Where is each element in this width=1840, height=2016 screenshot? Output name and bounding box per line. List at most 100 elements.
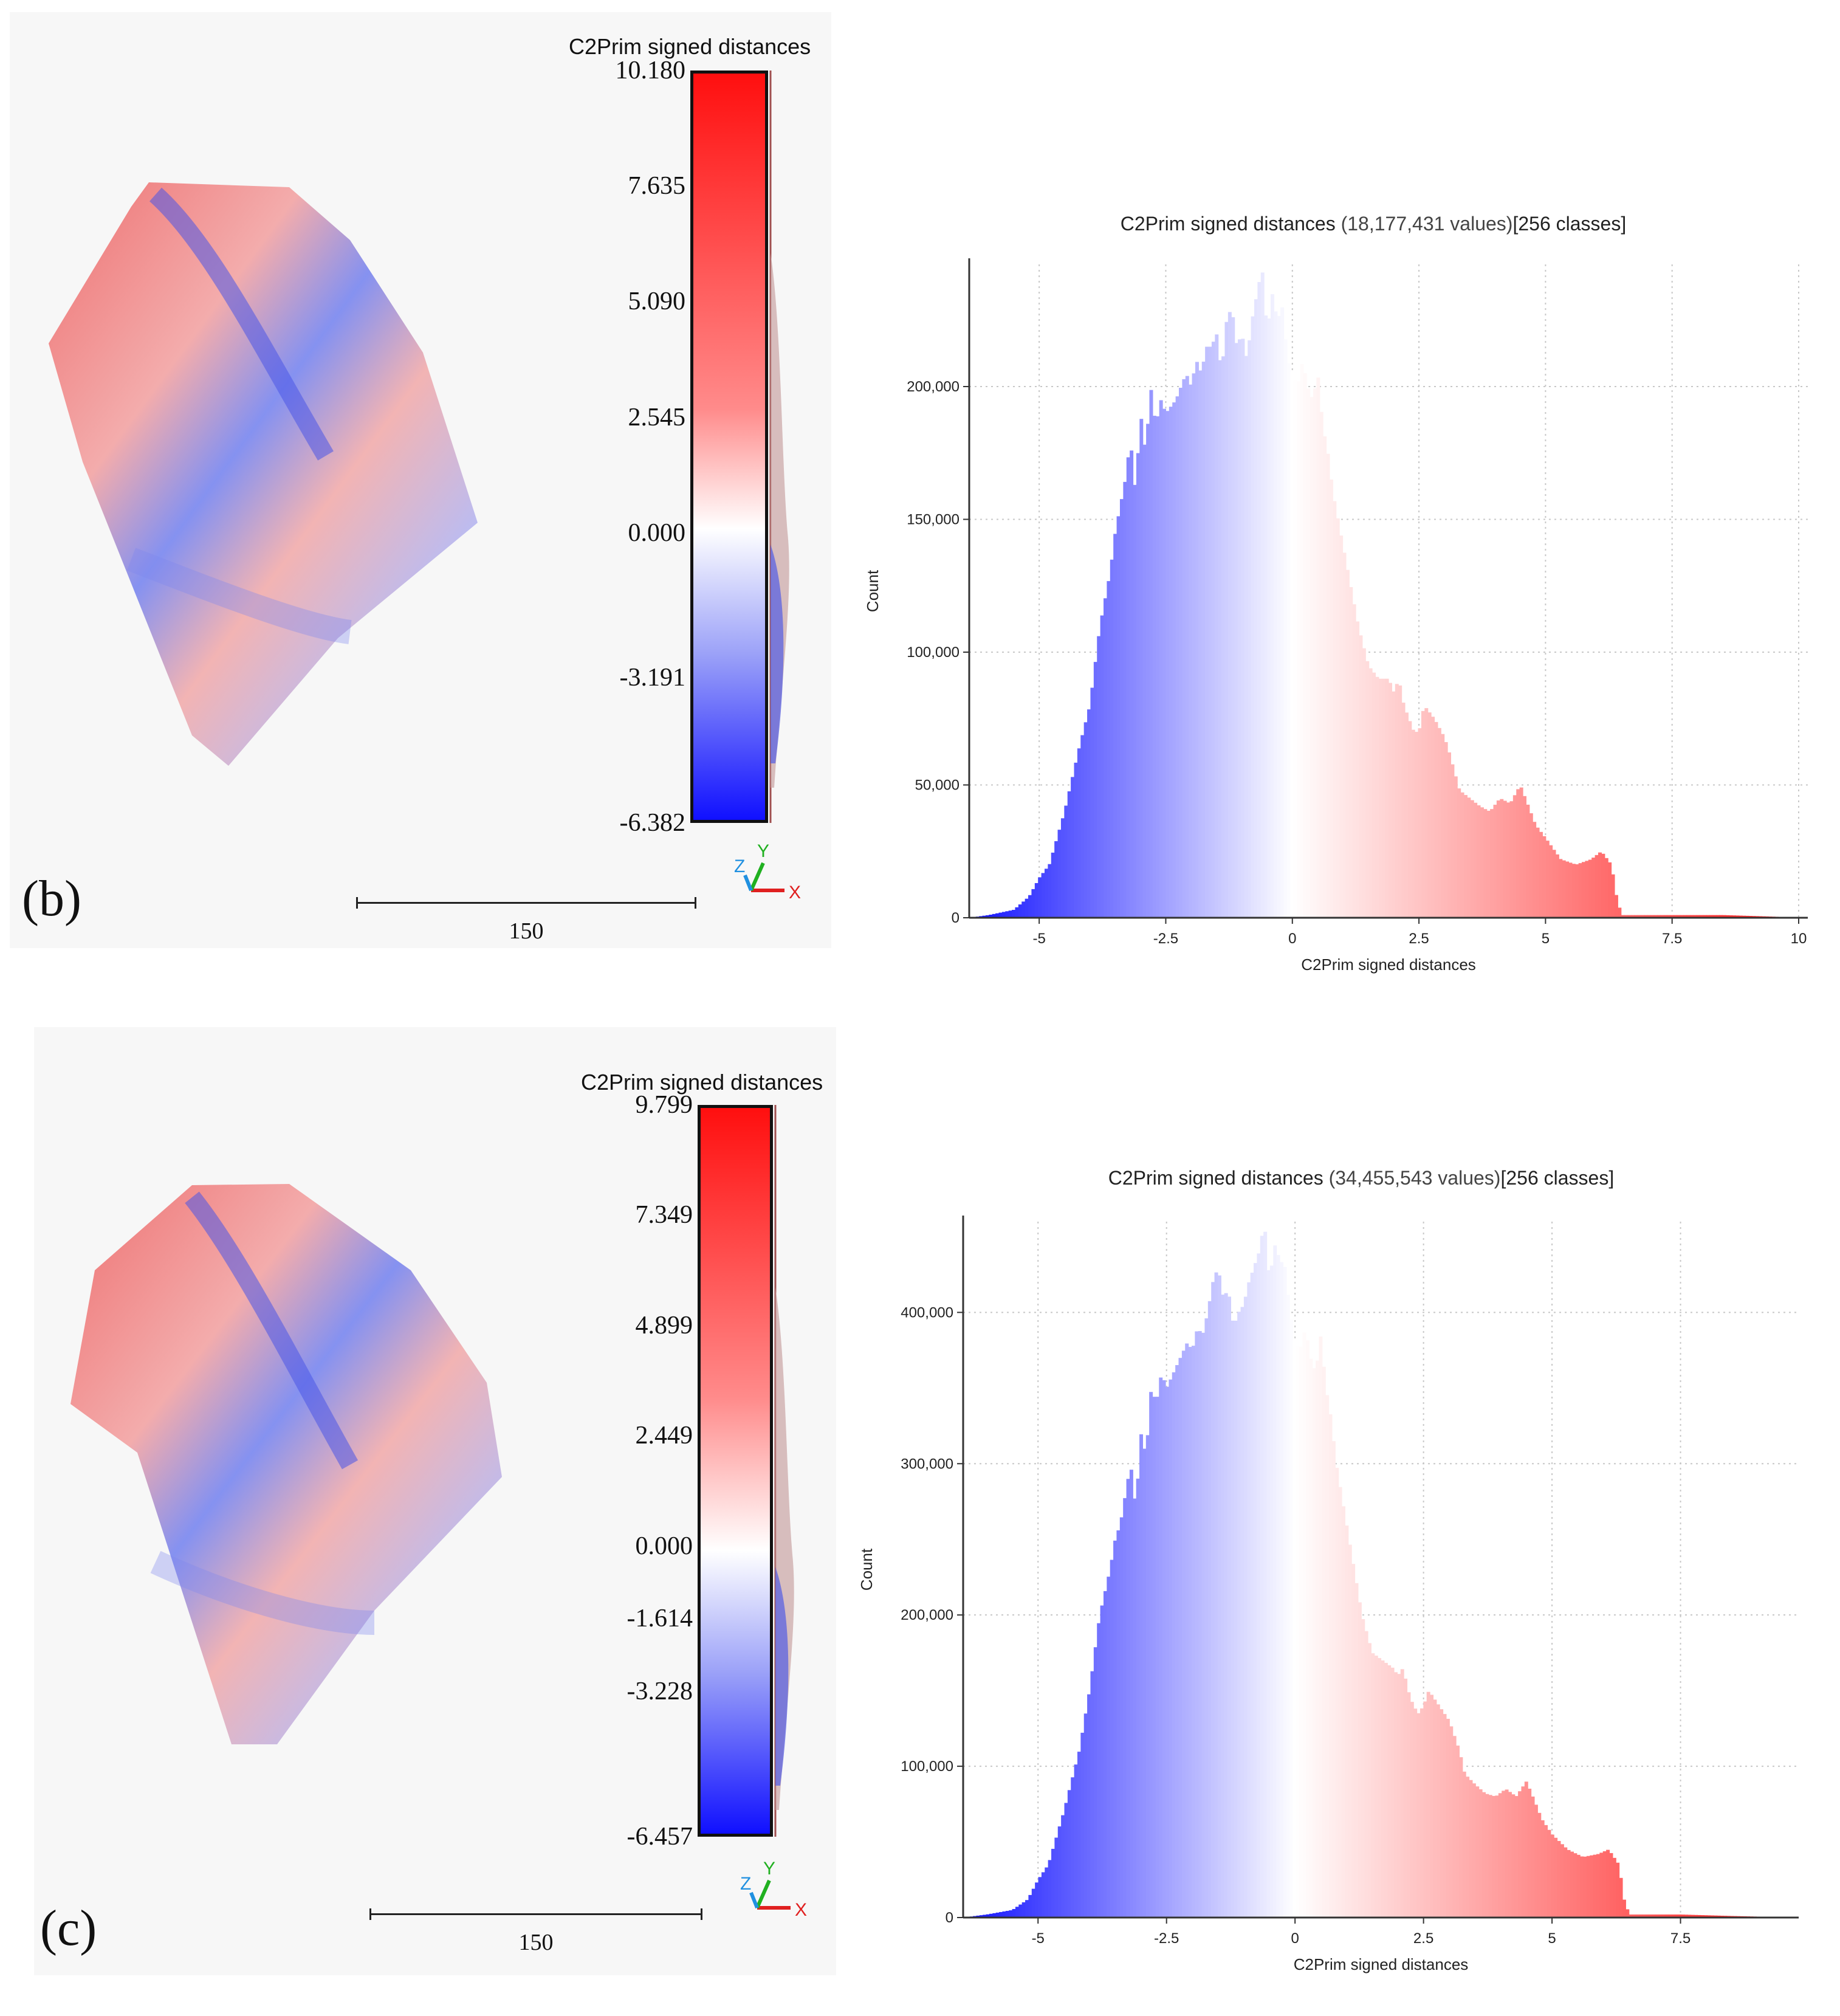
histogram-bar bbox=[1162, 409, 1166, 918]
histogram-bar bbox=[1330, 480, 1333, 918]
panel-label-c: (c) bbox=[40, 1899, 97, 1958]
histogram-bar bbox=[1172, 402, 1176, 918]
histogram-bar bbox=[1495, 1795, 1498, 1918]
z-axis-label: Z bbox=[734, 856, 745, 876]
histogram-bar bbox=[1616, 1863, 1619, 1918]
histogram-bar bbox=[1587, 1856, 1590, 1918]
histogram-bar bbox=[1572, 864, 1576, 918]
histogram-bar bbox=[1482, 1792, 1486, 1918]
histogram-bar bbox=[1120, 499, 1124, 918]
histogram-bar bbox=[1603, 1851, 1607, 1918]
histogram-bar bbox=[1441, 734, 1444, 918]
histogram-bar bbox=[1120, 1518, 1124, 1918]
histogram-bar bbox=[1420, 1708, 1424, 1918]
histogram-bar bbox=[1472, 1783, 1476, 1918]
histogram-bar bbox=[1015, 1907, 1019, 1918]
histogram-bar bbox=[1031, 889, 1035, 918]
histogram-bar bbox=[1107, 1577, 1110, 1918]
histogram-bar bbox=[1351, 1564, 1355, 1918]
histogram-bar bbox=[1551, 1834, 1554, 1918]
histogram-bar bbox=[1254, 299, 1258, 918]
colorbar-tick-label: -1.614 bbox=[583, 1604, 693, 1633]
histogram-bar bbox=[1201, 1333, 1205, 1918]
axes-gizmo-c: X Y Z bbox=[739, 1856, 812, 1923]
histogram-bar bbox=[1153, 1397, 1156, 1918]
histogram-bar bbox=[1580, 1856, 1584, 1918]
x-tick-label: -5 bbox=[1032, 1930, 1045, 1947]
histogram-bar bbox=[1371, 1653, 1375, 1918]
histogram-bar bbox=[1054, 841, 1058, 918]
histogram-bar bbox=[1544, 1825, 1548, 1918]
histogram-bar bbox=[1224, 1293, 1228, 1918]
histogram-bar bbox=[1097, 636, 1100, 918]
colorbar-histogram-b bbox=[769, 71, 806, 823]
scale-label-c: 150 bbox=[475, 1929, 597, 1956]
histogram-bar bbox=[1116, 1530, 1120, 1918]
histogram-bar bbox=[1061, 1815, 1065, 1918]
histogram-bar bbox=[1127, 1479, 1130, 1918]
histogram-bar bbox=[1296, 1347, 1300, 1918]
histogram-bar bbox=[1058, 1826, 1062, 1918]
histogram-bar bbox=[1212, 342, 1215, 918]
histogram-bar bbox=[1198, 1331, 1202, 1918]
histogram-bar bbox=[1051, 1849, 1055, 1918]
histogram-bar bbox=[1035, 1882, 1038, 1918]
histogram-bar bbox=[1346, 570, 1350, 918]
histogram-bar bbox=[1080, 735, 1084, 918]
histogram-bar bbox=[1263, 1232, 1267, 1918]
histogram-bar bbox=[1104, 1591, 1107, 1918]
histogram-bar bbox=[1133, 485, 1137, 918]
histogram-bar bbox=[1494, 805, 1497, 918]
histogram-bar bbox=[1248, 340, 1251, 918]
histogram-bar bbox=[1159, 400, 1163, 918]
histogram-bar bbox=[1018, 904, 1022, 918]
histogram-bar bbox=[1595, 855, 1599, 918]
histogram-bar bbox=[1172, 1372, 1176, 1918]
histogram-bar bbox=[1123, 1498, 1127, 1918]
colorbar-tick-label: 2.449 bbox=[583, 1421, 693, 1450]
histogram-bar bbox=[1541, 1820, 1545, 1918]
histogram-bar bbox=[1032, 1889, 1035, 1918]
histogram-bar bbox=[1596, 1854, 1600, 1918]
histogram-bar bbox=[1237, 1312, 1241, 1918]
histogram-bar bbox=[1405, 712, 1409, 918]
histogram-bar bbox=[1247, 1282, 1251, 1918]
histogram-bar bbox=[1270, 1265, 1274, 1918]
histogram-bar bbox=[1165, 1387, 1169, 1918]
histogram-bar bbox=[1515, 1796, 1519, 1918]
histogram-bar bbox=[1189, 385, 1192, 918]
histogram-bar bbox=[1045, 1868, 1048, 1918]
histogram-bar bbox=[1609, 1853, 1613, 1918]
histogram-bar bbox=[1474, 803, 1477, 918]
histogram-bar bbox=[1051, 853, 1055, 918]
histogram-bar bbox=[1178, 1358, 1182, 1918]
histogram-bar bbox=[1006, 1911, 1009, 1918]
histogram-bar bbox=[1316, 1361, 1319, 1918]
histogram-bar bbox=[1384, 1663, 1388, 1918]
histogram-bar bbox=[1345, 1526, 1348, 1918]
histogram-bar bbox=[1487, 811, 1491, 918]
histogram-bar bbox=[1588, 860, 1592, 918]
histogram-bar bbox=[1471, 800, 1474, 918]
histogram-bar bbox=[1461, 793, 1464, 918]
histogram-bar bbox=[1528, 1789, 1531, 1918]
histogram-bar bbox=[1612, 875, 1615, 918]
histogram-bar bbox=[1071, 777, 1074, 918]
histogram-bar bbox=[1423, 1701, 1427, 1918]
histogram-bar bbox=[1584, 1857, 1587, 1918]
histogram-bar bbox=[1489, 1795, 1492, 1918]
histogram-bar bbox=[1459, 1757, 1463, 1918]
histogram-bar bbox=[1355, 1583, 1359, 1918]
histogram-bar bbox=[1385, 679, 1389, 918]
histogram-bar bbox=[1061, 818, 1065, 918]
histogram-bar bbox=[1467, 797, 1471, 918]
histogram-bar bbox=[1100, 1606, 1104, 1918]
histogram-bar bbox=[1353, 604, 1356, 918]
y-tick-label: 200,000 bbox=[907, 379, 959, 395]
histogram-bar bbox=[1579, 863, 1582, 918]
histogram-bar bbox=[1284, 339, 1288, 918]
histogram-bar bbox=[1525, 1781, 1528, 1918]
